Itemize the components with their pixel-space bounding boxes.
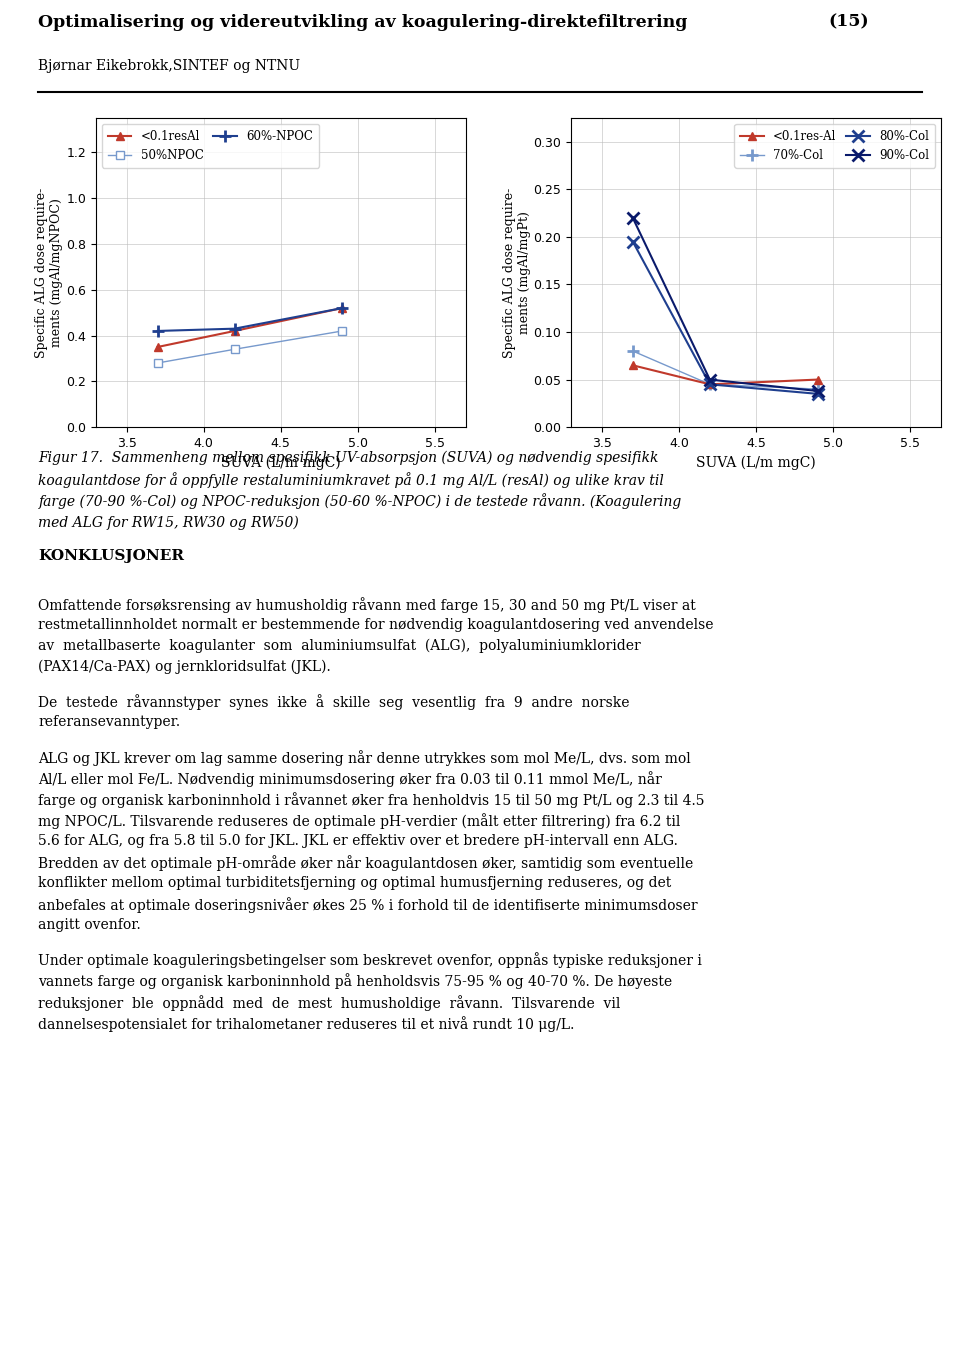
Text: De  testede  råvannstyper  synes  ikke  å  skille  seg  vesentlig  fra  9  andre: De testede råvannstyper synes ikke å ski…: [38, 694, 630, 711]
Text: angitt ovenfor.: angitt ovenfor.: [38, 918, 141, 932]
Legend: <0.1resAl, 50%NPOC, 60%-NPOC: <0.1resAl, 50%NPOC, 60%-NPOC: [102, 123, 319, 168]
Text: Under optimale koaguleringsbetingelser som beskrevet ovenfor, oppnås typiske red: Under optimale koaguleringsbetingelser s…: [38, 952, 703, 968]
Text: farge og organisk karboninnhold i råvannet øker fra henholdvis 15 til 50 mg Pt/L: farge og organisk karboninnhold i råvann…: [38, 792, 705, 808]
Text: Bjørnar Eikebrokk,SINTEF og NTNU: Bjørnar Eikebrokk,SINTEF og NTNU: [38, 60, 300, 73]
Text: 5.6 for ALG, og fra 5.8 til 5.0 for JKL. JKL er effektiv over et bredere pH-inte: 5.6 for ALG, og fra 5.8 til 5.0 for JKL.…: [38, 834, 679, 848]
Text: av  metallbaserte  koagulanter  som  aluminiumsulfat  (ALG),  polyaluminiumklori: av metallbaserte koagulanter som alumini…: [38, 639, 641, 654]
Text: Omfattende forsøksrensing av humusholdig råvann med farge 15, 30 and 50 mg Pt/L : Omfattende forsøksrensing av humusholdig…: [38, 597, 696, 613]
Text: reduksjoner  ble  oppnådd  med  de  mest  humusholdige  råvann.  Tilsvarende  vi: reduksjoner ble oppnådd med de mest humu…: [38, 995, 621, 1010]
Text: referansevanntyper.: referansevanntyper.: [38, 715, 180, 730]
Text: Bredden av det optimale pH-område øker når koagulantdosen øker, samtidig som eve: Bredden av det optimale pH-område øker n…: [38, 854, 694, 871]
Text: Al/L eller mol Fe/L. Nødvendig minimumsdosering øker fra 0.03 til 0.11 mmol Me/L: Al/L eller mol Fe/L. Nødvendig minimumsd…: [38, 770, 662, 786]
Text: Figur 17.  Sammenheng mellom spesifikk UV-absorpsjon (SUVA) og nødvendig spesifi: Figur 17. Sammenheng mellom spesifikk UV…: [38, 450, 659, 465]
Text: anbefales at optimale doseringsnivåer økes 25 % i forhold til de identifiserte m: anbefales at optimale doseringsnivåer øk…: [38, 898, 698, 913]
Text: Optimalisering og videreutvikling av koagulering-direktefiltrering: Optimalisering og videreutvikling av koa…: [38, 14, 687, 31]
Text: ALG og JKL krever om lag samme dosering når denne utrykkes som mol Me/L, dvs. so: ALG og JKL krever om lag samme dosering …: [38, 750, 691, 766]
Text: mg NPOC/L. Tilsvarende reduseres de optimale pH-verdier (målt etter filtrering) : mg NPOC/L. Tilsvarende reduseres de opti…: [38, 812, 681, 829]
Text: vannets farge og organisk karboninnhold på henholdsvis 75-95 % og 40-70 %. De hø: vannets farge og organisk karboninnhold …: [38, 974, 673, 990]
Text: koagulantdose for å oppfylle restaluminiumkravet på 0.1 mg Al/L (resAl) og ulike: koagulantdose for å oppfylle restalumini…: [38, 472, 664, 488]
X-axis label: SUVA (L/m mgC): SUVA (L/m mgC): [696, 456, 816, 469]
Legend: <0.1res-Al, 70%-Col, 80%-Col, 90%-Col: <0.1res-Al, 70%-Col, 80%-Col, 90%-Col: [734, 123, 935, 168]
Y-axis label: Specific ALG dose require-
ments (mgAl/mgNPOC): Specific ALG dose require- ments (mgAl/m…: [36, 187, 63, 358]
Text: dannelsespotensialet for trihalometaner reduseres til et nivå rundt 10 μg/L.: dannelsespotensialet for trihalometaner …: [38, 1016, 575, 1032]
Text: KONKLUSJONER: KONKLUSJONER: [38, 549, 184, 563]
Text: farge (70-90 %-Col) og NPOC-reduksjon (50-60 %-NPOC) i de testede råvann. (Koagu: farge (70-90 %-Col) og NPOC-reduksjon (5…: [38, 494, 682, 510]
Text: med ALG for RW15, RW30 og RW50): med ALG for RW15, RW30 og RW50): [38, 515, 300, 530]
Text: (PAX14/Ca-PAX) og jernkloridsulfat (JKL).: (PAX14/Ca-PAX) og jernkloridsulfat (JKL)…: [38, 659, 331, 674]
Text: konflikter mellom optimal turbiditetsfjerning og optimal humusfjerning reduseres: konflikter mellom optimal turbiditetsfje…: [38, 876, 672, 890]
Y-axis label: Specific ALG dose require-
ments (mgAl/mgPt): Specific ALG dose require- ments (mgAl/m…: [503, 187, 531, 358]
X-axis label: SUVA (L/m mgC): SUVA (L/m mgC): [221, 456, 341, 469]
Text: restmetallinnholdet normalt er bestemmende for nødvendig koagulantdosering ved a: restmetallinnholdet normalt er bestemmen…: [38, 617, 714, 632]
Text: (15): (15): [828, 14, 870, 31]
